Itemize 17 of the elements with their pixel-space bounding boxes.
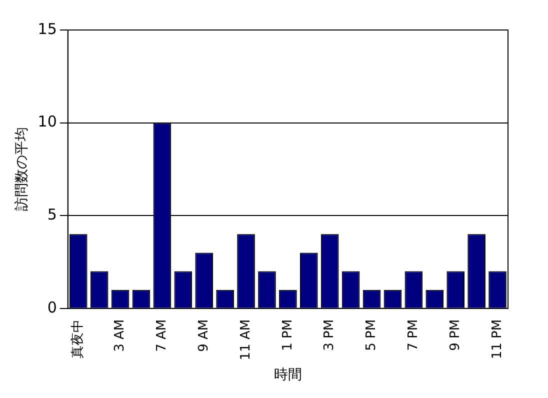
x-tick-label: 3 PM — [322, 319, 338, 351]
x-tick-label: 真夜中 — [70, 319, 86, 358]
x-tick-label: 11 PM — [490, 319, 505, 360]
x-axis-title: 時間 — [274, 367, 302, 384]
y-tick-label: 10 — [38, 112, 57, 131]
x-tick-label: 1 PM — [280, 319, 296, 351]
x-tick-label: 9 AM — [196, 319, 212, 352]
x-tick-label: 5 PM — [364, 319, 380, 351]
x-tick-label: 9 PM — [448, 319, 463, 351]
y-axis-title: 訪問数の平均 — [14, 127, 30, 212]
x-tick-label: 3 AM — [112, 319, 128, 352]
x-tick-label: 7 AM — [154, 319, 170, 352]
y-tick-label: 15 — [38, 20, 57, 38]
x-tick-label: 7 PM — [406, 319, 422, 351]
y-tick-label: 5 — [47, 206, 57, 224]
y-tick-label: 0 — [47, 298, 57, 316]
x-tick-label: 11 AM — [238, 319, 254, 360]
